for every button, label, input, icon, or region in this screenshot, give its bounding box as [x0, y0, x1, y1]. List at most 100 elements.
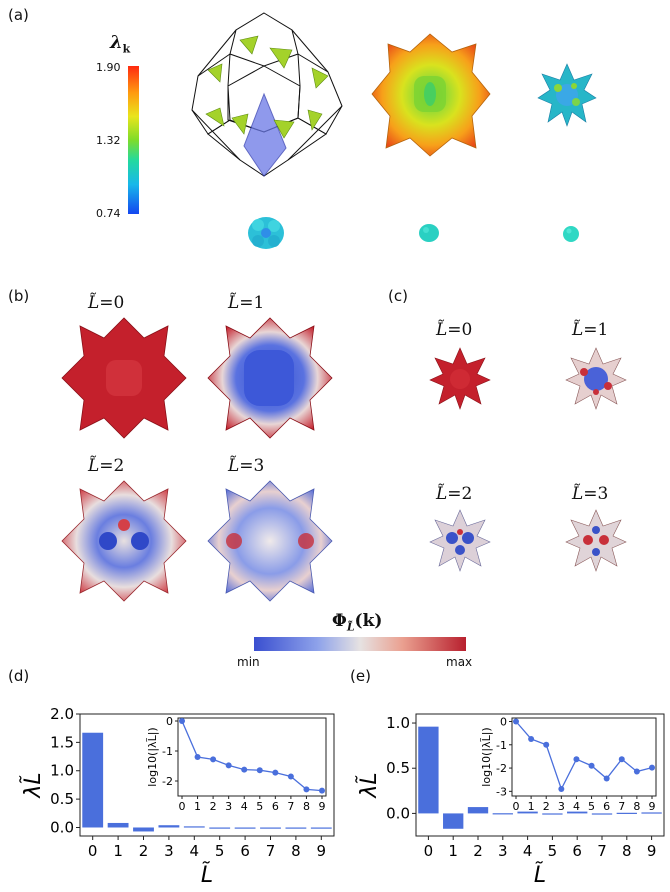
chart-d-inset-point-1: [194, 754, 201, 760]
chart-d-inset-point-2: [210, 756, 217, 763]
chart-d-inset-point-9: [319, 787, 325, 794]
surface-b-3: [207, 480, 333, 602]
chart-d-xtick-label-7: 7: [266, 842, 276, 860]
chart-e-bar-5: [542, 813, 563, 815]
surface-b-0: [61, 317, 187, 439]
chart-d-xtick-label-9: 9: [317, 842, 327, 860]
chart-d-xlabel: L̃: [201, 862, 213, 888]
chart-d-bar-2: [133, 827, 154, 832]
chart-d-inset-point-5: [256, 767, 263, 774]
chart-e-bar-9: [641, 812, 662, 814]
chart-e-bar-1: [443, 813, 464, 829]
chart-d-ytick-label: 0.5: [50, 790, 74, 808]
chart-e-inset-frame: [511, 717, 657, 797]
chart-e-xtick-label-6: 6: [572, 842, 582, 860]
panel-label-a: (a): [8, 6, 29, 24]
surface-b-2: [61, 480, 187, 602]
chart-d-xtick-label-1: 1: [113, 842, 123, 860]
chart-e-inset-point-0: [513, 718, 519, 725]
chart-d-inset-xtick-label: 4: [241, 800, 248, 813]
colorbar-phi-title: ΦL̃(k): [332, 611, 383, 634]
chart-e-bar-3: [492, 813, 513, 815]
chart-d-inset-point-7: [287, 773, 294, 780]
chart-e-inset-point-1: [528, 735, 535, 742]
panel-c-label-0: L̃=0: [436, 320, 473, 340]
chart-e-inset-xtick-label: 2: [543, 800, 550, 813]
chart-d-inset-point-0: [179, 718, 185, 724]
panel-b-label-3: L̃=3: [228, 456, 265, 476]
chart-e-xtick-label-1: 1: [448, 842, 458, 860]
chart-e-ytick-label: 0.5: [386, 759, 410, 777]
chart-d-xtick-label-4: 4: [190, 842, 200, 860]
chart-d-inset-point-6: [272, 769, 279, 776]
chart-d-bar-4: [183, 826, 205, 828]
surface-c-2: [429, 509, 491, 572]
chart-e-ytick-label: 0.0: [386, 804, 410, 822]
chart-d-bar-6: [234, 827, 256, 829]
chart-e-inset-point-5: [588, 762, 595, 769]
colorbar-phi-min: min: [237, 655, 260, 669]
chart-e-inset-point-8: [633, 768, 640, 775]
colorbar-a-title: λk: [110, 32, 131, 56]
chart-d-inset-xtick-label: 0: [179, 800, 186, 813]
brillouin-zone-figure: [191, 12, 343, 177]
fermi-pocket-1: [248, 217, 284, 249]
surface-c-0: [429, 347, 491, 410]
panel-b-label-2: L̃=2: [88, 456, 125, 476]
chart-d-xtick-label-0: 0: [88, 842, 98, 860]
chart-d-inset-line: [181, 720, 323, 792]
panel-label-b: (b): [8, 287, 30, 305]
chart-d-ylabel: λL̃: [20, 772, 46, 798]
panel-c-label-1: L̃=1: [572, 320, 609, 340]
colorbar-a-mid: 1.32: [96, 134, 121, 147]
chart-d-bar-3: [158, 825, 180, 828]
chart-e-xtick-label-0: 0: [424, 842, 434, 860]
colorbar-a-max: 1.90: [96, 61, 121, 74]
chart-d-inset-ytick-label: -1: [162, 745, 173, 758]
chart-d-inset-ytick-label: 0: [166, 715, 173, 728]
chart-d-inset-xtick-label: 3: [225, 800, 232, 813]
chart-e-inset-xtick-label: 4: [573, 800, 580, 813]
chart-e-xtick-label-7: 7: [597, 842, 607, 860]
chart-e-frame: [415, 713, 665, 837]
colorbar-a-min: 0.74: [96, 207, 121, 220]
surface-c-3: [565, 509, 627, 572]
chart-d-inset-xtick-label: 9: [319, 800, 326, 813]
chart-d-inset-xtick-label: 5: [256, 800, 263, 813]
chart-d-inset-xtick-label: 1: [194, 800, 201, 813]
chart-e-ylabel: λL̃: [356, 772, 382, 798]
chart-e-inset-point-3: [558, 786, 565, 793]
panel-c-label-2: L̃=2: [436, 484, 473, 504]
chart-e-inset-ytick-label: 0: [500, 715, 507, 728]
chart-e: 0.00.51.00 1 2 3 4 5 6 7 8 9λL̃L̃0-1-2-30 1 2 3 4 5 6 7 8…: [356, 713, 665, 888]
chart-e-xtick-label-9: 9: [647, 842, 657, 860]
chart-d-inset-point-4: [241, 766, 248, 773]
chart-d-bar-7: [260, 827, 281, 829]
chart-e-inset-ytick-label: -2: [496, 762, 507, 775]
chart-e-bar-4: [517, 811, 538, 814]
fermi-surface-large: [371, 33, 491, 157]
fermi-surface-star: [537, 63, 597, 127]
panel-label-d: (d): [8, 667, 30, 685]
chart-d-bar-0: [82, 732, 104, 828]
chart-e-inset-xtick-label: 1: [528, 800, 535, 813]
chart-e-bar-0: [418, 726, 439, 814]
colorbar-a: [128, 66, 139, 214]
chart-d-inset-point-3: [225, 762, 232, 769]
chart-e-xtick-label-4: 4: [523, 842, 533, 860]
panel-c-label-3: L̃=3: [572, 484, 609, 504]
chart-d-bar-1: [107, 822, 129, 828]
chart-e-inset-point-9: [649, 764, 655, 771]
chart-d-ytick-label: 1.0: [50, 762, 74, 780]
chart-e-ytick-label: 1.0: [386, 714, 410, 732]
chart-d-ytick-label: 1.5: [50, 733, 74, 751]
chart-e-inset-xtick-label: 7: [618, 800, 625, 813]
chart-e-inset-point-6: [603, 775, 610, 782]
chart-d-ytick-label: 2.0: [50, 705, 74, 723]
chart-d-xtick-label-5: 5: [215, 842, 225, 860]
panel-b-label-1: L̃=1: [228, 293, 265, 313]
chart-e-inset-xtick-label: 0: [513, 800, 520, 813]
chart-d-inset-frame: [177, 717, 327, 797]
chart-d-xtick-label-3: 3: [164, 842, 174, 860]
chart-e-bar-6: [567, 811, 588, 814]
